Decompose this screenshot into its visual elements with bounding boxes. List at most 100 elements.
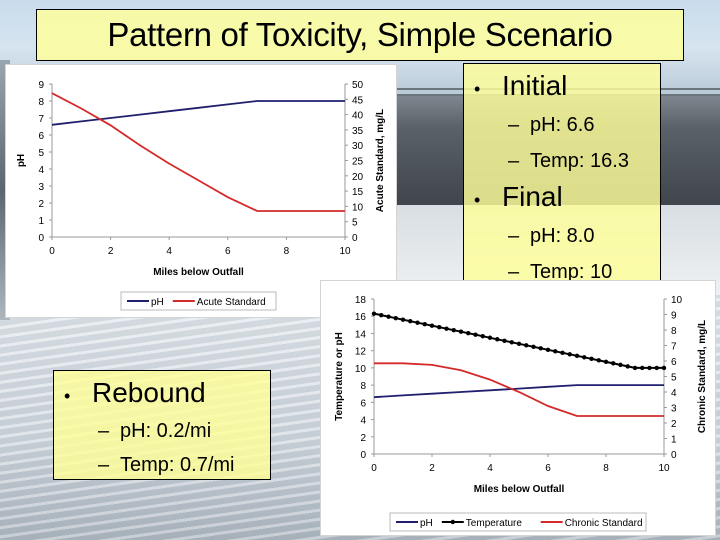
y2-tick-label: 30 bbox=[352, 141, 364, 152]
temperature-marker bbox=[509, 340, 514, 345]
temperature-marker bbox=[466, 331, 471, 336]
y2-tick-label: 1 bbox=[671, 435, 677, 446]
sub-label: pH: 0.2/mi bbox=[120, 420, 212, 442]
temperature-marker bbox=[625, 364, 630, 369]
temperature-marker bbox=[654, 365, 659, 371]
series-acute-standard bbox=[51, 92, 345, 212]
temperature-marker bbox=[553, 349, 558, 354]
y2-tick-label: 35 bbox=[352, 126, 364, 137]
temperature-marker bbox=[400, 317, 406, 322]
temperature-marker bbox=[480, 334, 485, 339]
legend-label: pH bbox=[151, 297, 164, 308]
x-tick-label: 10 bbox=[339, 246, 351, 257]
y-tick-label: 0 bbox=[360, 450, 366, 461]
y2-tick-label: 5 bbox=[352, 218, 358, 229]
x-axis-title: Miles below Outfall bbox=[474, 484, 565, 495]
y-tick-label: 16 bbox=[355, 312, 367, 323]
y2-tick-label: 8 bbox=[671, 326, 677, 337]
y2-tick-label: 2 bbox=[671, 419, 677, 430]
y-tick-label: 6 bbox=[360, 398, 366, 409]
bullet-rebound: • Rebound bbox=[64, 375, 270, 414]
x-tick-label: 6 bbox=[225, 246, 231, 257]
y2-tick-label: 15 bbox=[352, 187, 364, 198]
dash-icon: – bbox=[508, 225, 520, 247]
bullet-icon: • bbox=[474, 190, 481, 210]
temperature-marker bbox=[386, 314, 391, 319]
temperature-marker bbox=[422, 321, 427, 327]
temperature-marker bbox=[538, 346, 543, 351]
temperature-marker bbox=[661, 365, 667, 371]
x-tick-label: 8 bbox=[603, 463, 609, 474]
temperature-marker bbox=[531, 344, 536, 349]
temperature-marker bbox=[589, 356, 594, 362]
x-tick-label: 4 bbox=[487, 463, 493, 474]
temperature-marker bbox=[371, 311, 377, 316]
temperature-marker bbox=[393, 315, 398, 321]
y-tick-label: 7 bbox=[38, 114, 44, 125]
temperature-marker bbox=[574, 353, 580, 359]
series-ph bbox=[373, 384, 664, 399]
x-tick-label: 0 bbox=[49, 246, 55, 257]
slide-title-box: Pattern of Toxicity, Simple Scenario bbox=[36, 9, 684, 61]
temperature-marker bbox=[582, 355, 587, 360]
sub-final-temp: – Temp: 10 bbox=[474, 254, 660, 290]
sub-label: pH: 8.0 bbox=[530, 225, 595, 247]
temperature-marker bbox=[524, 343, 529, 348]
sub-label: Temp: 16.3 bbox=[530, 150, 629, 172]
temperature-marker bbox=[487, 335, 493, 340]
dash-icon: – bbox=[98, 454, 110, 476]
y-tick-label: 12 bbox=[355, 347, 367, 358]
y2-tick-label: 0 bbox=[671, 450, 677, 461]
y-tick-label: 1 bbox=[38, 216, 44, 227]
y-tick-label: 0 bbox=[38, 233, 44, 244]
y-tick-label: 10 bbox=[355, 364, 367, 375]
sub-initial-ph: – pH: 6.6 bbox=[474, 107, 660, 143]
sub-rebound-ph: – pH: 0.2/mi bbox=[64, 414, 270, 448]
temperature-marker bbox=[516, 341, 522, 346]
temperature-marker bbox=[408, 318, 413, 324]
y2-tick-label: 6 bbox=[671, 357, 677, 368]
dash-icon: – bbox=[98, 420, 110, 442]
temperature-marker bbox=[437, 325, 442, 330]
temperature-marker bbox=[473, 332, 478, 337]
temperature-marker bbox=[640, 365, 645, 371]
y-axis-title: pH bbox=[16, 154, 27, 167]
x-tick-label: 2 bbox=[429, 463, 435, 474]
y2-tick-label: 45 bbox=[352, 95, 364, 106]
temperature-marker bbox=[415, 320, 420, 325]
legend-label: Acute Standard bbox=[197, 297, 266, 308]
y2-tick-label: 50 bbox=[352, 80, 364, 91]
y2-tick-label: 3 bbox=[671, 404, 677, 415]
y-tick-label: 2 bbox=[360, 433, 366, 444]
y-tick-label: 14 bbox=[355, 329, 367, 340]
y2-tick-label: 7 bbox=[671, 342, 677, 353]
y-tick-label: 2 bbox=[38, 199, 44, 210]
y2-tick-label: 5 bbox=[671, 373, 677, 384]
legend bbox=[389, 512, 647, 532]
x-tick-label: 10 bbox=[658, 463, 670, 474]
y-tick-label: 3 bbox=[38, 182, 44, 193]
y-tick-label: 5 bbox=[38, 148, 44, 159]
y-tick-label: 8 bbox=[38, 97, 44, 108]
bullet-label: Initial bbox=[502, 70, 568, 101]
dash-icon: – bbox=[508, 261, 520, 283]
x-tick-label: 8 bbox=[284, 246, 290, 257]
x-axis-title: Miles below Outfall bbox=[153, 267, 244, 278]
bullet-label: Rebound bbox=[92, 377, 206, 408]
y2-tick-label: 40 bbox=[352, 111, 364, 122]
y-tick-label: 18 bbox=[355, 295, 367, 306]
y2-axis-title: Chronic Standard, mg/L bbox=[697, 320, 708, 433]
y2-tick-label: 9 bbox=[671, 311, 677, 322]
y2-tick-label: 4 bbox=[671, 388, 677, 399]
sub-initial-temp: – Temp: 16.3 bbox=[474, 143, 660, 179]
y2-tick-label: 0 bbox=[352, 233, 358, 244]
x-tick-label: 0 bbox=[371, 463, 377, 474]
sub-rebound-temp: – Temp: 0.7/mi bbox=[64, 448, 270, 482]
temperature-marker bbox=[632, 365, 638, 371]
temperature-marker bbox=[495, 337, 500, 342]
bullet-label: Final bbox=[502, 181, 563, 212]
temperature-marker bbox=[429, 323, 435, 328]
temperature-marker bbox=[545, 347, 551, 353]
